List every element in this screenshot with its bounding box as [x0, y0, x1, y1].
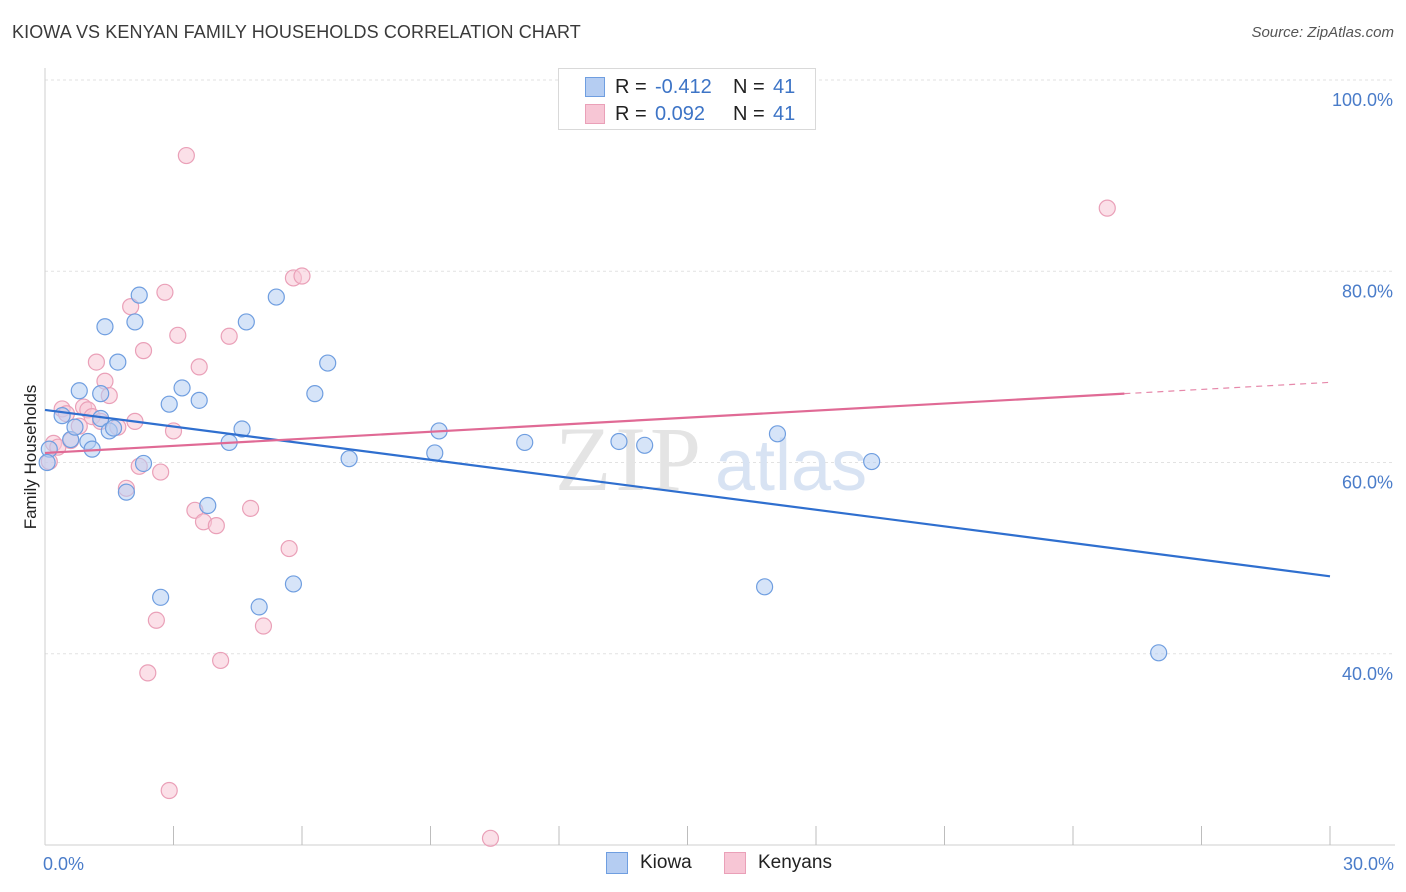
- kenyans-point: [207, 517, 225, 535]
- kiowa-point: [160, 395, 178, 413]
- kenyans-point: [177, 146, 195, 165]
- kenyans-point: [160, 781, 178, 800]
- kenyans-point: [169, 326, 187, 344]
- kenyans-swatch: [585, 104, 605, 124]
- r-label: R =: [615, 102, 647, 125]
- y-tick-label: 80.0%: [1342, 281, 1393, 301]
- legend-label-kenyans: Kenyans: [758, 852, 832, 873]
- chart-title: KIOWA VS KENYAN FAMILY HOUSEHOLDS CORREL…: [12, 22, 581, 42]
- kiowa-point: [173, 379, 191, 397]
- kiowa-point: [199, 496, 217, 515]
- n-label: N =: [733, 102, 765, 125]
- y-tick-label: 100.0%: [1332, 90, 1393, 110]
- kenyans-trend-line: [44, 392, 1125, 455]
- kiowa-point: [126, 313, 144, 331]
- kiowa-point: [319, 354, 337, 372]
- kenyans-point: [280, 539, 298, 558]
- r-label: R =: [615, 75, 647, 98]
- legend-label-kiowa: Kiowa: [640, 852, 692, 873]
- kiowa-point: [53, 407, 71, 425]
- kenyans-point: [481, 829, 500, 847]
- kiowa-point: [104, 419, 123, 437]
- watermark-atlas: atlas: [715, 426, 867, 506]
- kiowa-point: [130, 286, 148, 304]
- correlation-legend: R = -0.412 N = 41 R = 0.092 N = 41: [558, 68, 816, 130]
- kiowa-point: [92, 385, 110, 403]
- kiowa-point: [426, 444, 444, 462]
- kiowa-point: [755, 578, 774, 596]
- legend-row-kenyans: R = 0.092 N = 41: [585, 101, 795, 127]
- kenyans-point: [190, 358, 208, 376]
- kenyans-point: [134, 342, 153, 360]
- kenyans-point: [242, 499, 260, 517]
- r-value: -0.412: [655, 75, 712, 98]
- kiowa-point: [636, 436, 654, 454]
- kenyans-trend-extension: [1124, 381, 1331, 395]
- kenyans-point: [139, 664, 157, 682]
- kenyans-point: [254, 617, 273, 635]
- kiowa-point: [306, 385, 324, 403]
- kiowa-point: [250, 598, 268, 616]
- kiowa-trend-line: [44, 408, 1331, 578]
- kenyans-point: [212, 651, 230, 670]
- kiowa-point: [516, 433, 534, 452]
- kenyans-point: [1098, 199, 1116, 217]
- x-tick-label: 0.0%: [43, 854, 84, 874]
- kenyans-point: [147, 611, 165, 629]
- kiowa-point: [96, 318, 114, 336]
- kiowa-point: [134, 454, 153, 473]
- kiowa-swatch: [585, 77, 605, 97]
- x-tick-label: 30.0%: [1343, 854, 1394, 874]
- source-credit: Source: ZipAtlas.com: [1251, 24, 1394, 41]
- y-tick-label: 40.0%: [1342, 664, 1393, 684]
- kenyans-point: [293, 267, 311, 285]
- grid-layer: [45, 79, 1395, 655]
- kiowa-point: [152, 588, 170, 606]
- watermark-zip: ZIP: [555, 408, 705, 510]
- kiowa-point: [340, 450, 358, 468]
- r-value: 0.092: [655, 102, 706, 125]
- kiowa-point: [233, 420, 251, 438]
- kenyans-point: [152, 463, 170, 481]
- kiowa-point: [66, 418, 84, 436]
- kiowa-legend-swatch: [606, 852, 628, 874]
- y-axis-label: Family Households: [21, 385, 40, 530]
- series-legend: Kiowa Kenyans: [0, 852, 1406, 878]
- trend-layer: [44, 381, 1331, 578]
- kiowa-point: [109, 353, 127, 371]
- kiowa-point: [863, 452, 881, 471]
- y-tick-label: 60.0%: [1342, 473, 1393, 493]
- kiowa-point: [1150, 644, 1168, 662]
- kiowa-point: [768, 425, 787, 443]
- kiowa-point: [38, 453, 56, 472]
- legend-row-kiowa: R = -0.412 N = 41: [585, 74, 795, 100]
- kiowa-point: [190, 391, 208, 409]
- n-value: 41: [773, 75, 796, 98]
- n-value: 41: [773, 102, 796, 125]
- kenyans-point: [156, 283, 174, 301]
- kenyans-point: [220, 327, 238, 345]
- kiowa-point: [284, 575, 303, 593]
- legend-item-kenyans: Kenyans: [724, 852, 832, 874]
- kiowa-point: [237, 313, 255, 331]
- kiowa-point: [610, 432, 628, 451]
- kenyans-legend-swatch: [724, 852, 746, 874]
- n-label: N =: [733, 75, 765, 98]
- kiowa-point: [117, 483, 135, 501]
- kenyans-point: [87, 353, 106, 371]
- kiowa-point: [70, 382, 88, 400]
- legend-item-kiowa: Kiowa: [606, 852, 692, 874]
- kiowa-point: [267, 288, 285, 306]
